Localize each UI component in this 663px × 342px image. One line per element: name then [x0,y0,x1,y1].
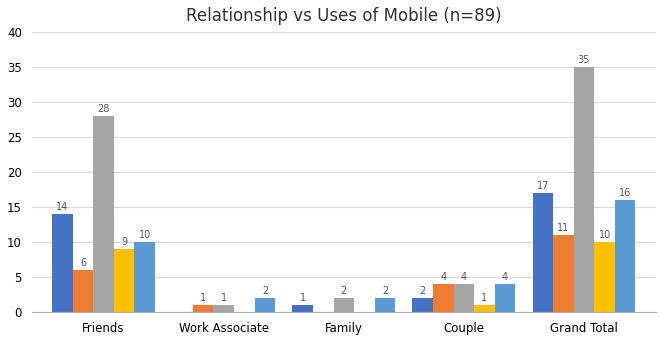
Bar [255,298,275,312]
Text: 17: 17 [536,181,549,191]
Text: 2: 2 [262,286,268,296]
Bar [495,284,515,312]
Bar [135,242,155,312]
Bar [114,249,135,312]
Text: 6: 6 [80,258,86,268]
Bar [474,305,495,312]
Bar [412,298,433,312]
Text: 1: 1 [200,293,206,303]
Text: 1: 1 [221,293,227,303]
Bar [433,284,453,312]
Bar [292,305,313,312]
Bar [73,270,93,312]
Text: 9: 9 [121,237,127,247]
Bar [213,305,234,312]
Text: 2: 2 [382,286,388,296]
Bar [553,235,573,312]
Text: 10: 10 [599,230,611,240]
Text: 4: 4 [461,272,467,282]
Text: 4: 4 [440,272,446,282]
Text: 35: 35 [578,55,590,65]
Text: 11: 11 [558,223,570,233]
Title: Relationship vs Uses of Mobile (n=89): Relationship vs Uses of Mobile (n=89) [186,7,502,25]
Bar [193,305,213,312]
Bar [594,242,615,312]
Text: 1: 1 [300,293,306,303]
Bar [333,298,354,312]
Bar [52,214,73,312]
Text: 4: 4 [502,272,508,282]
Bar [375,298,395,312]
Text: 16: 16 [619,188,631,198]
Bar [573,67,594,312]
Text: 1: 1 [481,293,487,303]
Bar [453,284,474,312]
Text: 2: 2 [420,286,426,296]
Bar [93,116,114,312]
Text: 2: 2 [341,286,347,296]
Bar [615,200,635,312]
Text: 10: 10 [139,230,151,240]
Text: 28: 28 [97,104,110,114]
Text: 14: 14 [56,202,68,212]
Bar [532,193,553,312]
